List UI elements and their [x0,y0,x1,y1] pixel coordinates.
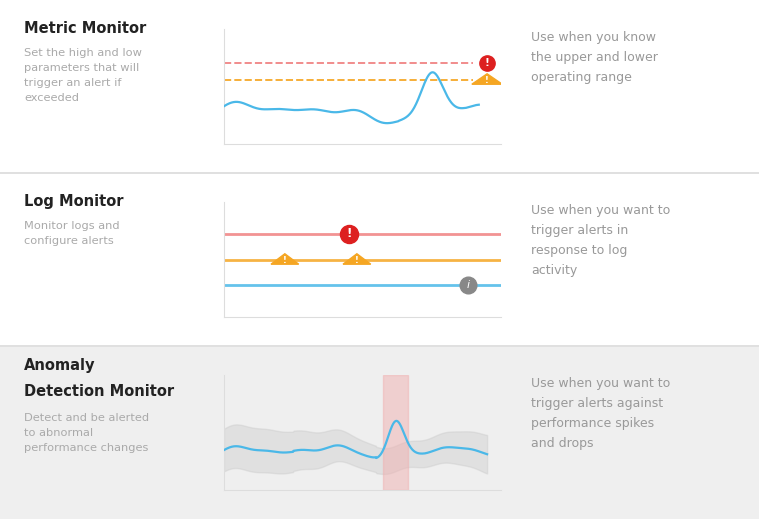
Text: !: ! [283,255,287,265]
Text: !: ! [485,76,489,85]
Text: !: ! [346,227,351,240]
Bar [383,375,408,490]
Text: Use when you want to
trigger alerts against
performance spikes
and drops: Use when you want to trigger alerts agai… [531,377,671,450]
Text: Anomaly: Anomaly [24,358,96,373]
Text: Detection Monitor: Detection Monitor [24,384,174,399]
Text: Metric Monitor: Metric Monitor [24,21,146,36]
Polygon shape [343,254,370,264]
Text: Log Monitor: Log Monitor [24,194,124,209]
Text: Set the high and low
parameters that will
trigger an alert if
exceeded: Set the high and low parameters that wil… [24,48,142,103]
Text: i: i [466,280,469,290]
Text: Use when you know
the upper and lower
operating range: Use when you know the upper and lower op… [531,31,658,84]
Text: Use when you want to
trigger alerts in
response to log
activity: Use when you want to trigger alerts in r… [531,204,671,277]
Text: !: ! [485,58,490,69]
Polygon shape [271,254,299,264]
Text: !: ! [355,255,359,265]
Text: Detect and be alerted
to abnormal
performance changes: Detect and be alerted to abnormal perfor… [24,414,149,453]
Text: Monitor logs and
configure alerts: Monitor logs and configure alerts [24,222,119,246]
Polygon shape [472,74,502,84]
